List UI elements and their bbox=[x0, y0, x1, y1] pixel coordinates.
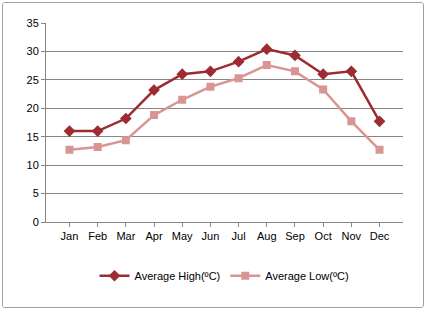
svg-text:Average High(ºC): Average High(ºC) bbox=[135, 270, 221, 282]
svg-text:Dec: Dec bbox=[370, 230, 390, 242]
svg-text:25: 25 bbox=[27, 74, 39, 86]
svg-text:Jan: Jan bbox=[61, 230, 79, 242]
svg-text:5: 5 bbox=[33, 187, 39, 199]
svg-text:20: 20 bbox=[27, 102, 39, 114]
svg-text:Apr: Apr bbox=[145, 230, 162, 242]
svg-text:Jul: Jul bbox=[232, 230, 246, 242]
svg-text:0: 0 bbox=[33, 216, 39, 228]
svg-text:May: May bbox=[172, 230, 193, 242]
svg-text:30: 30 bbox=[27, 45, 39, 57]
svg-text:Nov: Nov bbox=[342, 230, 362, 242]
svg-text:Average Low(ºC): Average Low(ºC) bbox=[265, 270, 348, 282]
svg-text:Feb: Feb bbox=[88, 230, 107, 242]
svg-text:Oct: Oct bbox=[315, 230, 332, 242]
svg-text:Sep: Sep bbox=[285, 230, 305, 242]
svg-text:10: 10 bbox=[27, 159, 39, 171]
svg-text:15: 15 bbox=[27, 131, 39, 143]
svg-text:Jun: Jun bbox=[202, 230, 220, 242]
svg-text:35: 35 bbox=[27, 17, 39, 29]
svg-text:Aug: Aug bbox=[257, 230, 277, 242]
svg-text:Mar: Mar bbox=[116, 230, 135, 242]
